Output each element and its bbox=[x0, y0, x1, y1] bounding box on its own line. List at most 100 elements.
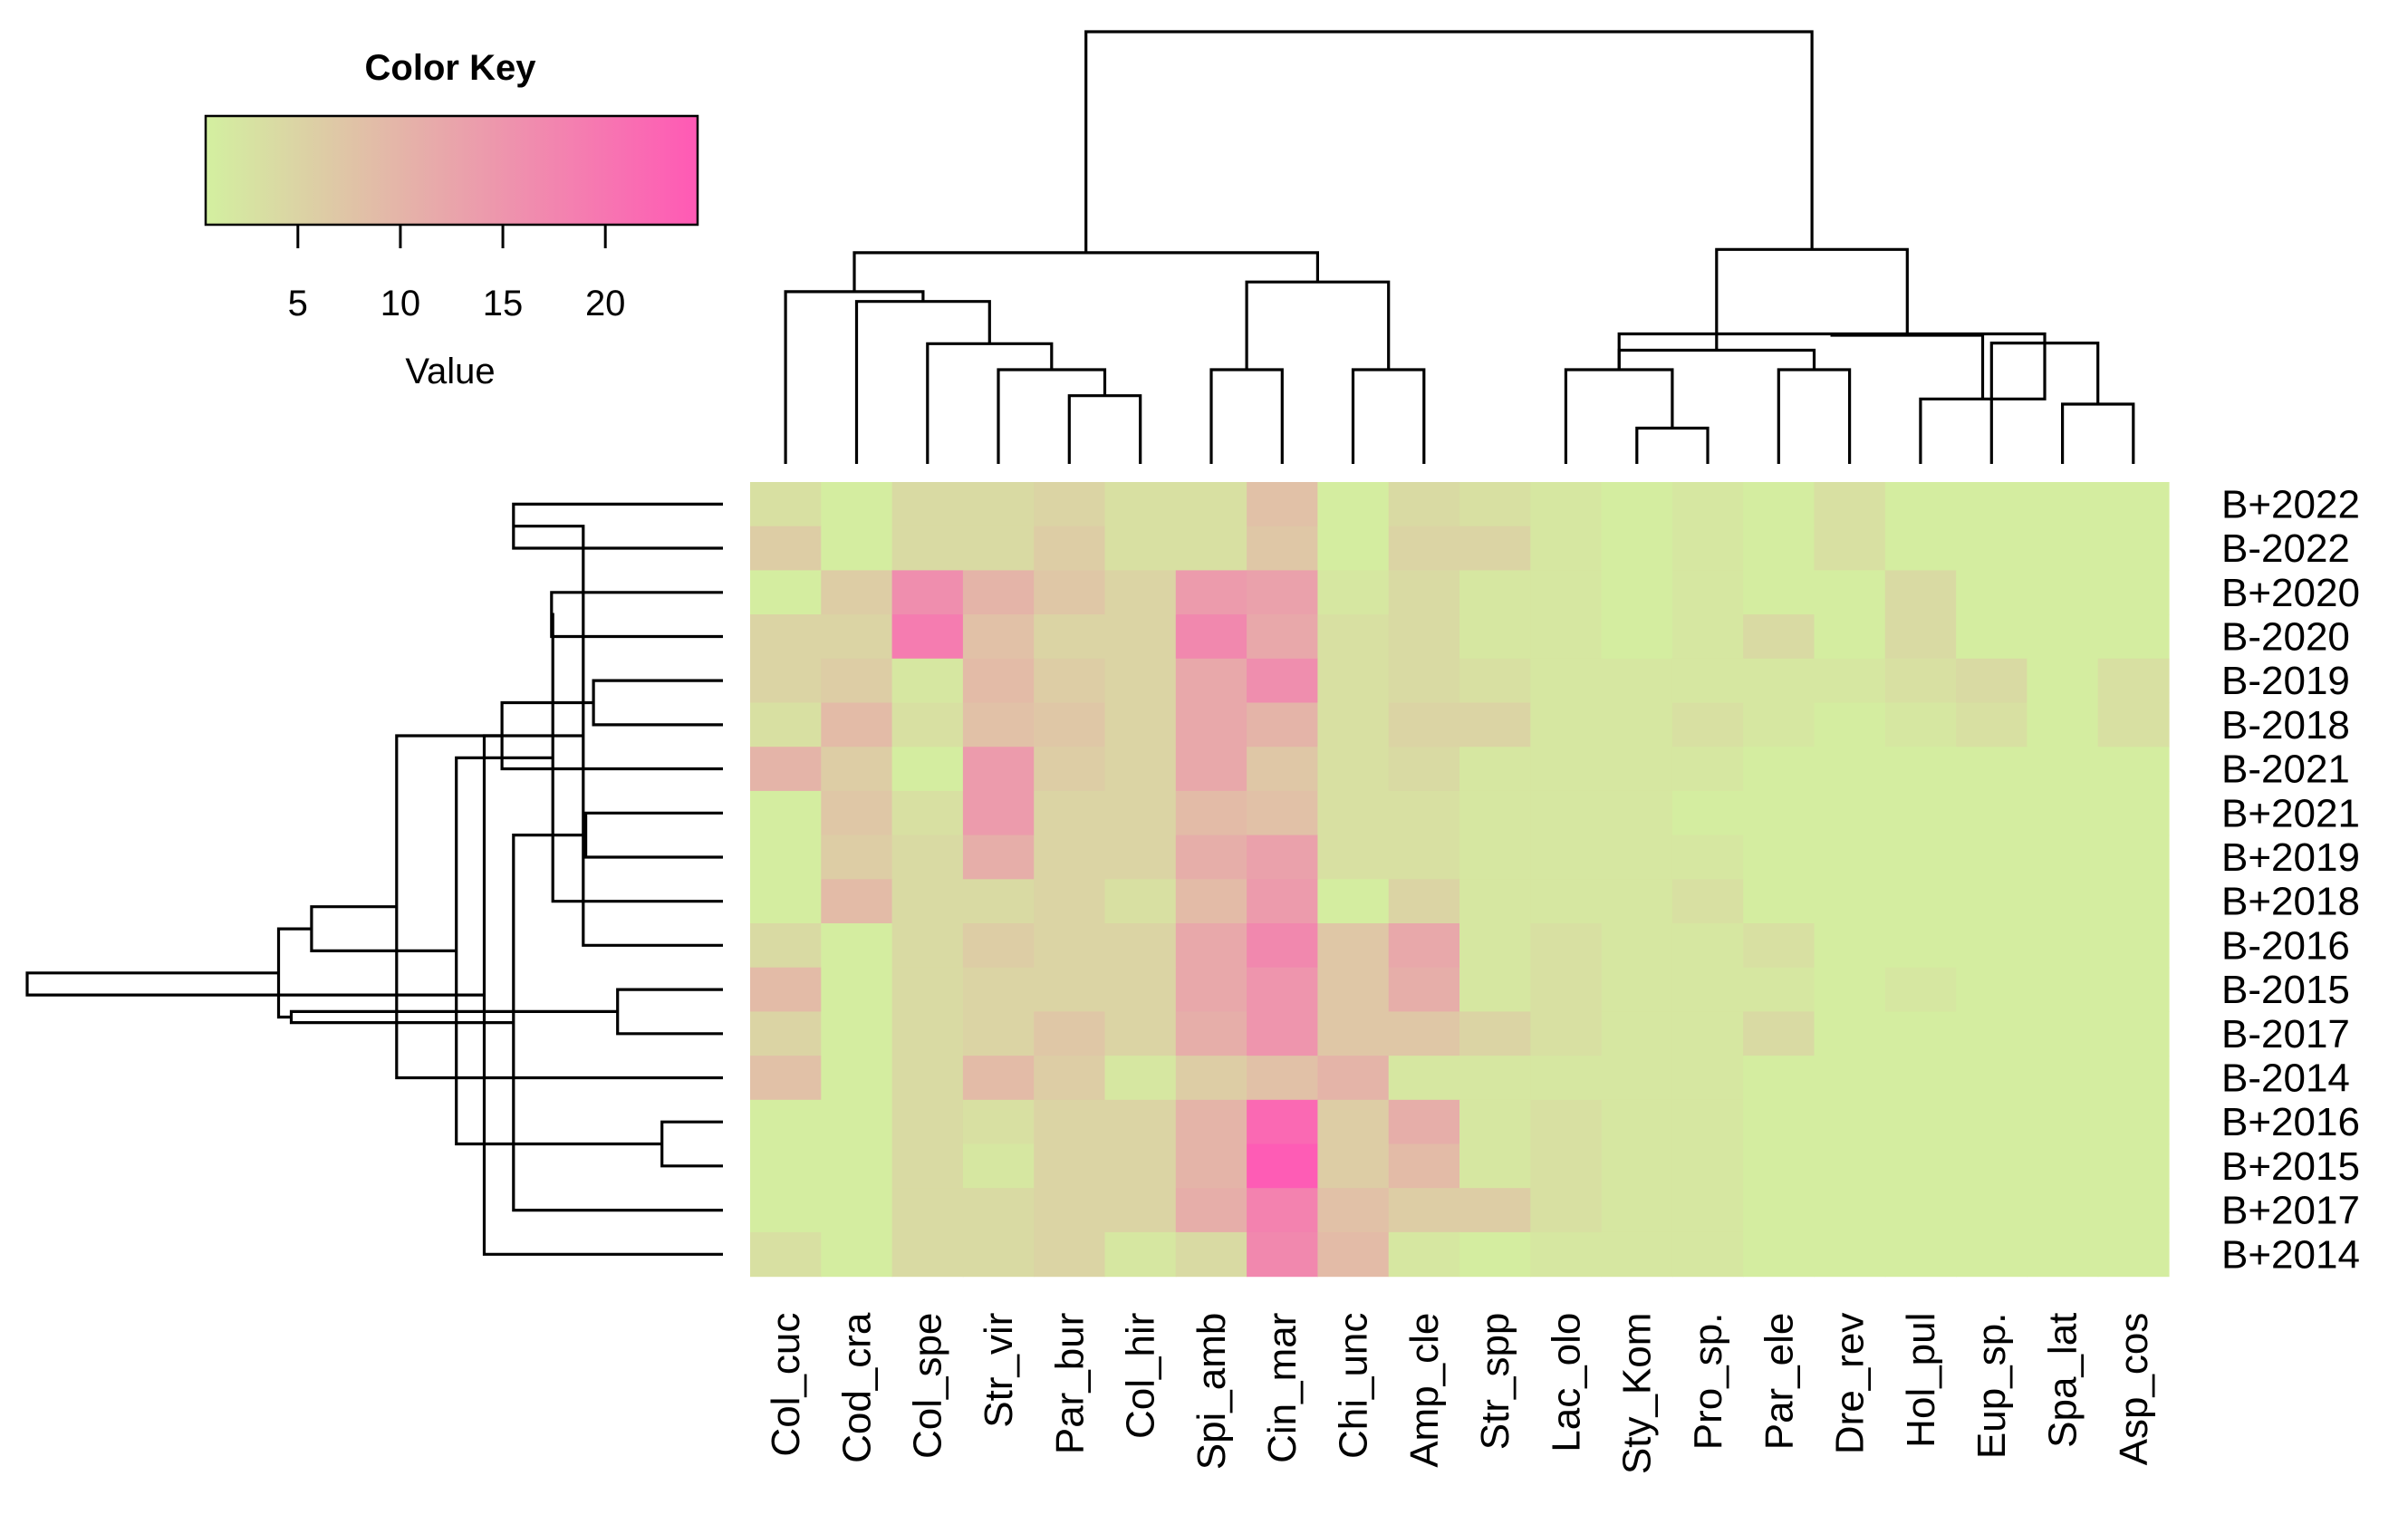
heatmap-cell-B+2017-Cod_cra bbox=[821, 1188, 893, 1233]
row-label: B-2018 bbox=[2221, 703, 2350, 748]
column-label: Spi_amb bbox=[1190, 1313, 1234, 1471]
heatmap-cell-B+2018-Hol_pul bbox=[1884, 879, 1957, 924]
heatmap-cell-B+2016-Str_spp bbox=[1459, 1099, 1531, 1145]
heatmap-cell-B-2021-Spi_amb bbox=[1175, 747, 1247, 792]
heatmap-cell-B-2021-Eup_sp. bbox=[1956, 747, 2028, 792]
heatmap-cell-B+2017-Amp_cle bbox=[1388, 1188, 1460, 1233]
dendrogram-branch bbox=[784, 290, 925, 464]
heatmap-cell-B-2017-Amp_cle bbox=[1388, 1011, 1460, 1056]
heatmap-cell-B+2015-Col_hir bbox=[1104, 1143, 1177, 1189]
heatmap-cell-B+2019-Lac_olo bbox=[1530, 835, 1603, 880]
heatmap-cell-B-2020-Lac_olo bbox=[1530, 614, 1603, 660]
heatmap-cell-B-2014-Sty_Kom bbox=[1601, 1056, 1673, 1101]
heatmap-cell-B-2015-Dre_rev bbox=[1814, 967, 1886, 1012]
heatmap-cell-B-2019-Par_bur bbox=[1034, 658, 1106, 704]
heatmap-cell-B+2022-Chi_unc bbox=[1317, 482, 1390, 527]
heatmap-cell-B-2018-Eup_sp. bbox=[1956, 702, 2028, 748]
heatmap-cell-B-2019-Pro_sp. bbox=[1671, 658, 1744, 704]
heatmap-cell-B-2015-Str_vir bbox=[962, 967, 1035, 1012]
column-label: Sty_Kom bbox=[1615, 1313, 1660, 1475]
heatmap-cell-B-2018-Str_vir bbox=[962, 702, 1035, 748]
heatmap-cell-B-2021-Pro_sp. bbox=[1671, 747, 1744, 792]
heatmap-cell-B+2018-Eup_sp. bbox=[1956, 879, 2028, 924]
heatmap-cell-B-2014-Spa_lat bbox=[2027, 1056, 2099, 1101]
heatmap-cell-B+2020-Cin_mar bbox=[1247, 570, 1318, 615]
row-label: B-2020 bbox=[2221, 614, 2350, 659]
heatmap-cell-B-2018-Col_spe bbox=[891, 702, 964, 748]
heatmap-cell-B-2021-Col_cuc bbox=[750, 747, 822, 792]
heatmap-cell-B-2022-Lac_olo bbox=[1530, 526, 1603, 571]
heatmap-cell-B+2015-Col_spe bbox=[891, 1143, 964, 1189]
dendrogram-branch bbox=[1617, 332, 2047, 370]
heatmap-cell-B-2014-Eup_sp. bbox=[1956, 1056, 2028, 1101]
heatmap-cell-B+2020-Dre_rev bbox=[1814, 570, 1886, 615]
heatmap-cell-B-2019-Sty_Kom bbox=[1601, 658, 1673, 704]
heatmap-cell-B+2018-Pro_sp. bbox=[1671, 879, 1744, 924]
heatmap-cell-B-2015-Sty_Kom bbox=[1601, 967, 1673, 1012]
dendrogram-branch bbox=[1245, 280, 1391, 370]
heatmap-cell-B+2018-Str_vir bbox=[962, 879, 1035, 924]
heatmap-cell-B+2019-Col_cuc bbox=[750, 835, 822, 880]
heatmap-cell-B-2014-Col_cuc bbox=[750, 1056, 822, 1101]
heatmap-cell-B+2014-Par_bur bbox=[1034, 1231, 1106, 1278]
heatmap-cell-B-2019-Chi_unc bbox=[1317, 658, 1390, 704]
heatmap-cell-B-2017-Sty_Kom bbox=[1601, 1011, 1673, 1056]
color-key-tick-label: 5 bbox=[288, 284, 308, 323]
heatmap-cell-B+2015-Eup_sp. bbox=[1956, 1143, 2028, 1189]
heatmap-cell-B+2015-Cin_mar bbox=[1247, 1143, 1318, 1189]
heatmap-cell-B+2017-Asp_cos bbox=[2097, 1188, 2170, 1233]
heatmap-cell-B-2017-Str_vir bbox=[962, 1011, 1035, 1056]
heatmap-cell-B-2022-Dre_rev bbox=[1814, 526, 1886, 571]
dendrogram-branch bbox=[310, 905, 457, 952]
heatmap-cell-B-2017-Asp_cos bbox=[2097, 1011, 2170, 1056]
heatmap-cell-B+2018-Col_spe bbox=[891, 879, 964, 924]
color-key-xlabel: Value bbox=[405, 352, 495, 391]
heatmap-cell-B-2020-Hol_pul bbox=[1884, 614, 1957, 660]
heatmap-cell-B+2016-Col_cuc bbox=[750, 1099, 822, 1145]
heatmap-cell-B-2018-Par_ele bbox=[1743, 702, 1816, 748]
heatmap-cell-B+2019-Cin_mar bbox=[1247, 835, 1318, 880]
heatmap-cell-B+2018-Col_hir bbox=[1104, 879, 1177, 924]
heatmap-cell-B-2020-Col_hir bbox=[1104, 614, 1177, 660]
heatmap-cell-B-2022-Cod_cra bbox=[821, 526, 893, 571]
heatmap-cell-B-2014-Chi_unc bbox=[1317, 1056, 1390, 1101]
heatmap-cell-B-2022-Eup_sp. bbox=[1956, 526, 2028, 571]
column-label: Par_bur bbox=[1047, 1313, 1092, 1455]
heatmap-cell-B+2014-Hol_pul bbox=[1884, 1231, 1957, 1278]
heatmap-cell-B-2020-Dre_rev bbox=[1814, 614, 1886, 660]
heatmap-cell-B-2015-Chi_unc bbox=[1317, 967, 1390, 1012]
heatmap-cell-B-2014-Col_hir bbox=[1104, 1056, 1177, 1101]
heatmap-cell-B+2022-Col_hir bbox=[1104, 482, 1177, 527]
heatmap-cell-B+2014-Lac_olo bbox=[1530, 1231, 1603, 1278]
heatmap-cell-B+2015-Spi_amb bbox=[1175, 1143, 1247, 1189]
heatmap-cell-B+2018-Cin_mar bbox=[1247, 879, 1318, 924]
heatmap-cell-B-2018-Chi_unc bbox=[1317, 702, 1390, 748]
heatmap-cell-B+2017-Eup_sp. bbox=[1956, 1188, 2028, 1233]
heatmap-cell-B+2018-Par_ele bbox=[1743, 879, 1816, 924]
heatmap-cell-B-2014-Str_spp bbox=[1459, 1056, 1531, 1101]
heatmap-cell-B-2022-Col_cuc bbox=[750, 526, 822, 571]
heatmap-cell-B+2014-Par_ele bbox=[1743, 1231, 1816, 1278]
column-label: Cod_cra bbox=[834, 1312, 879, 1463]
heatmap-cell-B+2014-Cin_mar bbox=[1247, 1231, 1318, 1278]
heatmap-cell-B-2014-Cin_mar bbox=[1247, 1056, 1318, 1101]
heatmap-cell-B+2020-Hol_pul bbox=[1884, 570, 1957, 615]
heatmap-cell-B+2022-Col_cuc bbox=[750, 482, 822, 527]
dendrogram-branch bbox=[1564, 368, 1674, 464]
heatmap-cell-B+2015-Chi_unc bbox=[1317, 1143, 1390, 1189]
heatmap-cell-B-2019-Str_spp bbox=[1459, 658, 1531, 704]
heatmap-cell-B+2020-Eup_sp. bbox=[1956, 570, 2028, 615]
heatmap-cell-B+2022-Par_ele bbox=[1743, 482, 1816, 527]
heatmap-cell-B+2016-Hol_pul bbox=[1884, 1099, 1957, 1145]
row-label: B-2022 bbox=[2221, 526, 2350, 571]
heatmap-cell-B+2017-Cin_mar bbox=[1247, 1188, 1318, 1233]
column-label: Dre_rev bbox=[1828, 1313, 1873, 1455]
heatmap-cell-B+2014-Pro_sp. bbox=[1671, 1231, 1744, 1278]
heatmap-cell-B+2019-Spi_amb bbox=[1175, 835, 1247, 880]
heatmap-cell-B-2021-Col_spe bbox=[891, 747, 964, 792]
heatmap-cell-B+2017-Lac_olo bbox=[1530, 1188, 1603, 1233]
heatmap-cell-B-2017-Str_spp bbox=[1459, 1011, 1531, 1056]
heatmap-cell-B-2016-Col_cuc bbox=[750, 923, 822, 969]
heatmap-cell-B+2017-Sty_Kom bbox=[1601, 1188, 1673, 1233]
heatmap-cell-B+2022-Par_bur bbox=[1034, 482, 1106, 527]
